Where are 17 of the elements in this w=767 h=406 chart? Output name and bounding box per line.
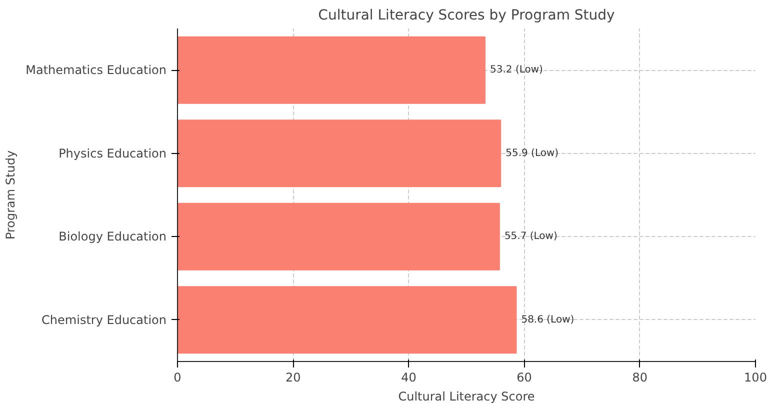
data-label: 55.9 (Low): [506, 148, 559, 159]
x-tick-label: 60: [516, 370, 532, 384]
x-axis-title: Cultural Literacy Score: [398, 390, 535, 404]
x-tick-label: 40: [401, 370, 416, 384]
x-tick-label: 0: [174, 370, 182, 384]
y-tick-label: Mathematics Education: [26, 63, 166, 78]
data-label: 58.6 (Low): [521, 314, 574, 326]
x-tick-label: 80: [632, 370, 648, 384]
data-label: 55.7 (Low): [504, 231, 558, 242]
y-axis-title: Program Study: [4, 150, 18, 240]
x-tick-label: 20: [285, 370, 301, 384]
data-label: 53.2 (Low): [490, 64, 544, 76]
chart-title: Cultural Literacy Scores by Program Study: [318, 8, 615, 24]
y-tick-label: Chemistry Education: [42, 312, 167, 327]
x-tick-label: 100: [744, 370, 767, 384]
y-tick-label: Biology Education: [58, 230, 166, 244]
y-tick-label: Physics Education: [58, 146, 166, 160]
